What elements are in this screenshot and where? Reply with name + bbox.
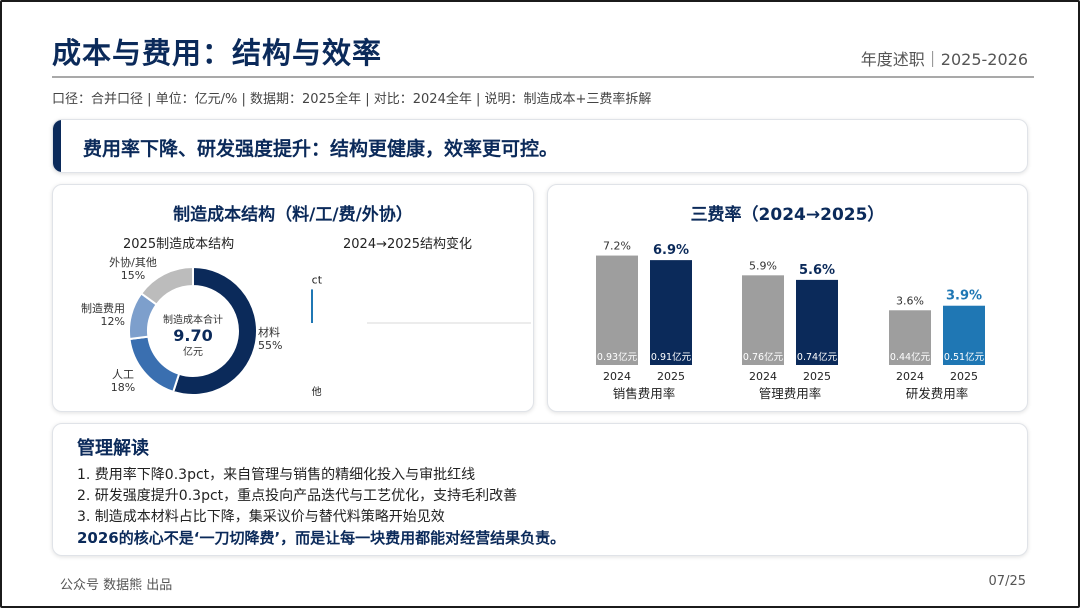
donut-slice — [171, 265, 258, 396]
rate-year-label: 2024 — [896, 370, 924, 383]
donut-center-label: 制造成本合计 — [163, 315, 223, 326]
slice-label-overhead: 制造费用 12% — [63, 302, 125, 328]
cost-structure-panel: 制造成本结构（料/工/费/外协） 2025制造成本结构 2024→2025结构变… — [52, 184, 534, 412]
headline-accent-bar — [53, 120, 61, 172]
slice-name: 外协/其他 — [109, 256, 157, 269]
rate-value-label: 5.9% — [749, 259, 777, 272]
meta-line: 口径：合并口径 | 单位：亿元/% | 数据期：2025全年 | 对比：2024… — [52, 92, 652, 107]
donut-title: 2025制造成本结构 — [123, 237, 235, 252]
cost-structure-title: 制造成本结构（料/工/费/外协） — [173, 205, 413, 225]
page-title: 成本与费用：结构与效率 — [52, 36, 383, 70]
donut-slice — [139, 265, 194, 306]
rate-amount-label: 0.74亿元 — [797, 351, 838, 363]
title-divider — [52, 76, 1034, 78]
rate-year-label: 2025 — [657, 370, 685, 383]
rate-bar — [596, 255, 638, 365]
slice-name: 人工 — [112, 368, 134, 381]
change-chart-title: 2024→2025结构变化 — [343, 237, 473, 252]
cost-donut-chart — [128, 265, 258, 396]
rate-bar — [889, 310, 931, 365]
expense-rate-panel: 三费率（2024→2025） 7.2% 0.93亿元 2024 6.9% 0.91亿元 2… — [547, 184, 1028, 412]
slice-label-material: 材料 55% — [258, 326, 282, 352]
rate-value-label: 7.2% — [603, 240, 631, 253]
rate-year-label: 2024 — [603, 370, 631, 383]
slice-name: 制造费用 — [81, 302, 125, 315]
slice-value: 18% — [110, 381, 136, 394]
rate-amount-label: 0.51亿元 — [944, 351, 985, 363]
slice-value: 15% — [120, 269, 146, 282]
rate-bar — [943, 305, 985, 365]
rate-value-label: 6.9% — [653, 243, 689, 258]
interpretation-conclusion: 2026的核心不是‘一刀切降费’，而是让每一块费用都能对经营结果负责。 — [77, 529, 566, 547]
expense-rate-chart: 7.2% 0.93亿元 2024 6.9% 0.91亿元 2025 销售费用率 5.9% 0.7… — [596, 240, 985, 401]
slice-value: 55% — [258, 339, 283, 352]
rate-bar — [650, 260, 692, 365]
donut-center-unit: 亿元 — [183, 347, 203, 358]
change-value-label: +0.7pct — [311, 273, 323, 286]
change-category-label: 外协/其他 — [311, 385, 322, 398]
rate-value-label: 3.9% — [946, 289, 982, 304]
interpretation-card: 管理解读 1. 费用率下降0.3pct，来自管理与销售的精细化投入与审批红线 2… — [52, 423, 1028, 556]
donut-center-value: 9.70 — [173, 326, 213, 345]
change-bar — [311, 289, 313, 323]
rate-value-label: 3.6% — [896, 294, 924, 307]
rate-year-label: 2025 — [803, 370, 831, 383]
interpretation-item: 2. 研发强度提升0.3pct，重点投向产品迭代与工艺优化，支持毛利改善 — [77, 488, 518, 504]
rate-amount-label: 0.93亿元 — [597, 351, 638, 363]
rate-bar — [796, 279, 838, 365]
report-tag: 年度述职｜2025-2026 — [860, 50, 1028, 69]
slice-label-outsourcing: 外协/其他 15% — [103, 256, 163, 282]
slice-value: 12% — [100, 315, 125, 328]
headline-card: 费用率下降、研发强度提升：结构更健康，效率更可控。 — [52, 119, 1028, 173]
interpretation-title: 管理解读 — [77, 438, 149, 459]
interpretation-item: 1. 费用率下降0.3pct，来自管理与销售的精细化投入与审批红线 — [77, 467, 476, 483]
slice-label-labor: 人工 18% — [93, 368, 153, 394]
rate-year-label: 2025 — [950, 370, 978, 383]
interpretation-item: 3. 制造成本材料占比下降，集采议价与替代料策略开始见效 — [77, 509, 445, 525]
rate-value-label: 5.6% — [799, 263, 835, 278]
rate-amount-label: 0.44亿元 — [890, 351, 931, 363]
rate-group-label: 销售费用率 — [613, 386, 676, 401]
rate-year-label: 2024 — [749, 370, 777, 383]
rate-group-label: 研发费用率 — [906, 386, 969, 401]
headline-text: 费用率下降、研发强度提升：结构更健康，效率更可控。 — [83, 138, 559, 160]
slice-name: 材料 — [258, 326, 280, 339]
structure-change-chart: -0.8pct材料占比-0.2pct人工占比+0.3pct制造费用+0.7pct… — [311, 273, 531, 398]
rate-amount-label: 0.76亿元 — [743, 351, 784, 363]
rate-amount-label: 0.91亿元 — [651, 351, 692, 363]
rate-bar — [742, 275, 784, 365]
rate-group-label: 管理费用率 — [759, 386, 822, 401]
expense-rate-title: 三费率（2024→2025） — [690, 205, 885, 225]
page-number: 07/25 — [988, 574, 1026, 589]
footer-source: 公众号 数据熊 出品 — [60, 578, 173, 593]
